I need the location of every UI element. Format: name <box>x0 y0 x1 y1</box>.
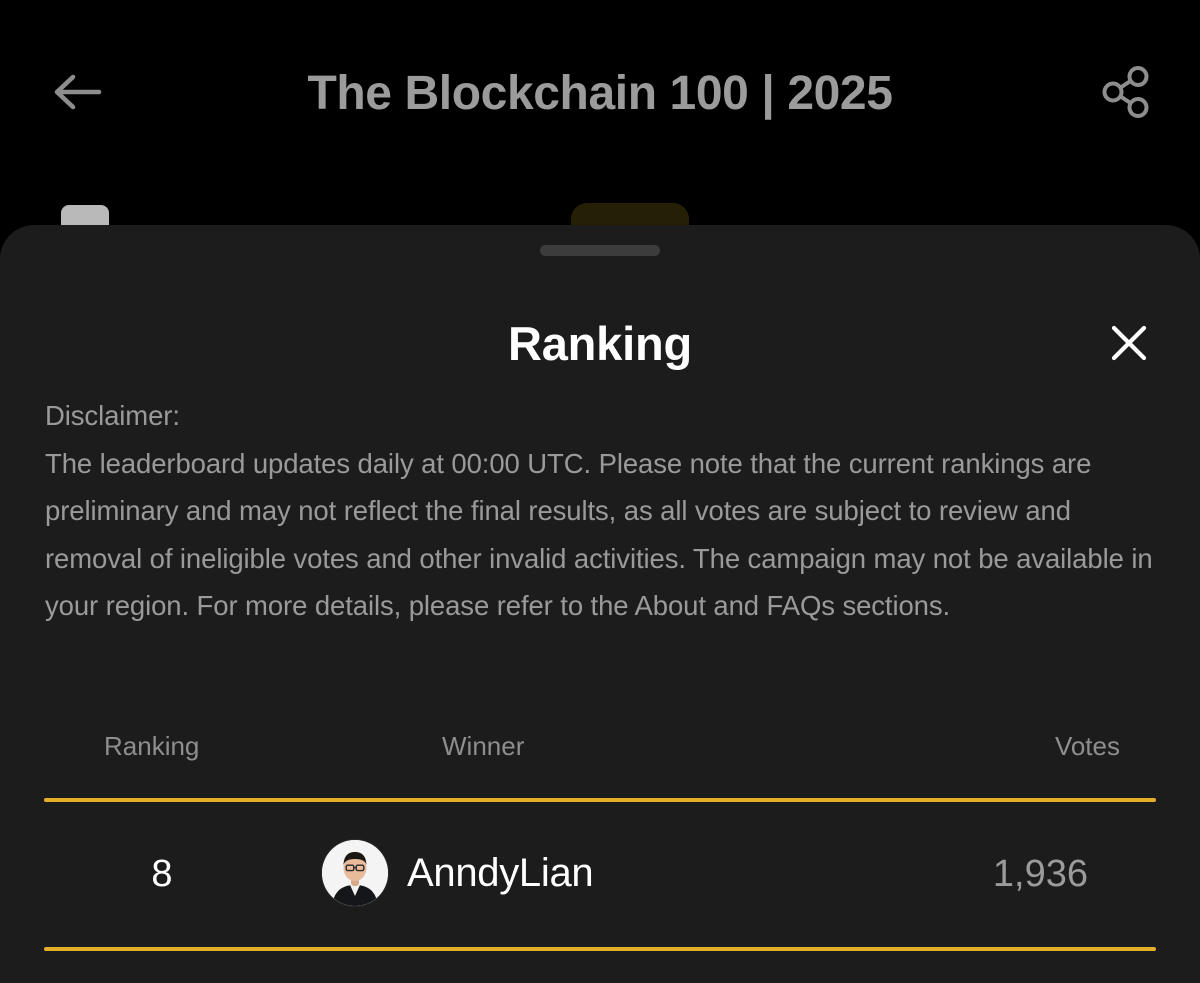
table-divider-top <box>44 798 1156 802</box>
close-button[interactable] <box>1100 316 1158 374</box>
avatar <box>322 840 388 906</box>
app-bar: The Blockchain 100 | 2025 <box>0 0 1200 190</box>
disclaimer-text: Disclaimer: The leaderboard updates dail… <box>45 392 1160 630</box>
disclaimer-label: Disclaimer: <box>45 400 180 431</box>
column-header-ranking: Ranking <box>104 731 200 761</box>
row-votes: 1,936 <box>992 853 1088 895</box>
table-divider-bottom <box>44 947 1156 951</box>
page-title: The Blockchain 100 | 2025 <box>307 67 893 120</box>
back-arrow-icon <box>51 72 103 117</box>
column-header-winner: Winner <box>442 731 525 761</box>
ranking-table: Ranking Winner Votes 8 <box>44 714 1156 951</box>
back-button[interactable] <box>40 58 114 130</box>
ranking-bottom-sheet <box>0 225 1200 983</box>
row-winner-name: AnndyLian <box>407 851 594 895</box>
table-row[interactable]: 8 <box>44 802 1156 947</box>
share-icon <box>1099 65 1153 124</box>
sheet-title: Ranking <box>507 317 692 370</box>
close-icon <box>1109 323 1149 368</box>
column-header-votes: Votes <box>1054 731 1120 761</box>
row-rank: 8 <box>151 853 173 895</box>
disclaimer-body: The leaderboard updates daily at 00:00 U… <box>45 447 1153 622</box>
table-header-row: Ranking Winner Votes <box>44 714 1156 798</box>
share-button[interactable] <box>1086 58 1166 130</box>
row-winner[interactable]: AnndyLian <box>322 840 594 906</box>
sheet-drag-handle[interactable] <box>540 245 660 256</box>
